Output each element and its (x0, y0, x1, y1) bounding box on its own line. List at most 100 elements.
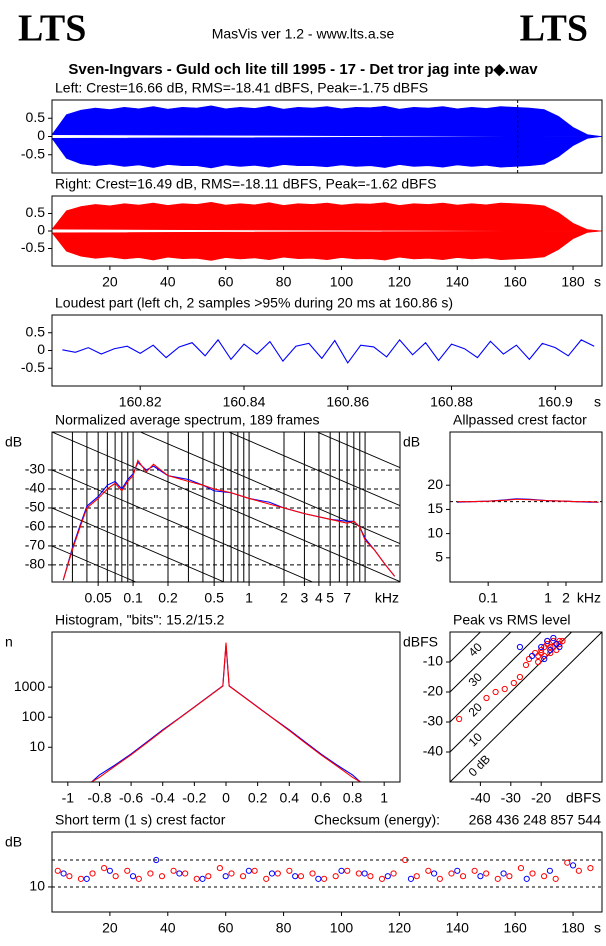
file-title: Sven-Ingvars - Guld och lite till 1995 -… (68, 61, 538, 78)
data-point (402, 856, 409, 864)
x-tick-label: 0.2 (248, 790, 268, 806)
data-point (361, 870, 368, 877)
data-point (538, 643, 545, 651)
data-point (471, 867, 478, 874)
data-point (569, 862, 577, 869)
x-tick-label: 160.86 (326, 394, 369, 410)
data-point (483, 694, 490, 702)
data-point (106, 867, 113, 874)
data-point (510, 679, 517, 687)
x-tick-label: 140 (446, 274, 470, 290)
data-point (193, 875, 200, 882)
x-axis-unit: s (594, 394, 601, 410)
y-tick-label: 100 (22, 708, 46, 724)
x-tick-label: 160.9 (538, 394, 573, 410)
data-point (407, 875, 415, 882)
y-tick-label: 10 (29, 738, 45, 754)
data-point (245, 867, 252, 874)
data-point (309, 870, 316, 877)
data-point (124, 867, 131, 874)
x-tick-label: 60 (218, 274, 234, 290)
x-tick-label: 160.84 (223, 394, 266, 410)
x-tick-label: 100 (330, 920, 354, 936)
y-tick-label: -70 (25, 537, 45, 553)
x-tick-label: 180 (561, 920, 585, 936)
x-tick-label: -0.2 (182, 790, 206, 806)
data-point (384, 873, 391, 880)
data-point (286, 867, 293, 874)
data-point (483, 870, 490, 877)
data-point (222, 873, 229, 880)
x-tick-label: 160.88 (430, 394, 473, 410)
x-tick-label: 20 (102, 920, 118, 936)
y-tick-label: -10 (423, 653, 443, 669)
data-point (517, 864, 525, 872)
y-tick-label: 0.5 (26, 204, 46, 220)
plot-layer (52, 432, 400, 582)
x-tick-label: 0.1 (123, 590, 143, 606)
x-tick-label: -1 (62, 790, 75, 806)
left-logo: LTS (18, 8, 86, 50)
data-point (297, 873, 305, 880)
x-axis-unit: s (594, 920, 601, 936)
chart-title: Left: Crest=16.66 dB, RMS=-18.41 dBFS, P… (55, 80, 428, 96)
slope-line (52, 545, 137, 582)
y-axis-label: dB (5, 834, 22, 850)
data-point (182, 870, 189, 877)
x-axis-unit: kHz (577, 590, 601, 606)
data-point (228, 870, 235, 877)
data-point (544, 637, 551, 645)
data-point (575, 867, 582, 874)
y-tick-label: -40 (25, 480, 45, 496)
data-point (315, 875, 322, 882)
x-tick-label: -0.8 (87, 790, 111, 806)
chart-title: Short term (1 s) crest factor (55, 812, 226, 828)
y-axis-label: n (5, 634, 13, 650)
plot-layer (52, 201, 602, 261)
data-point (176, 870, 183, 877)
data-point (528, 652, 536, 660)
data-point (459, 873, 467, 880)
data-point (332, 873, 339, 880)
data-point (547, 649, 554, 657)
plot-frame (51, 99, 603, 174)
data-point (448, 870, 455, 877)
data-point (436, 875, 443, 882)
data-point (153, 856, 160, 864)
chart-title: Peak vs RMS level (453, 612, 570, 628)
x-tick-label: -0.4 (151, 790, 175, 806)
x-tick-label: 140 (446, 920, 470, 936)
data-point (216, 864, 223, 872)
data-point (170, 867, 177, 874)
data-point (413, 873, 420, 880)
y-tick-label: 15 (427, 500, 443, 516)
x-tick-label: 60 (218, 920, 234, 936)
data-point (367, 873, 374, 880)
data-point (344, 867, 351, 874)
chart-title: Normalized average spectrum, 189 frames (55, 412, 320, 428)
x-tick-label: 1 (544, 590, 552, 606)
x-tick-label: 0.6 (311, 790, 331, 806)
plot-frame (51, 431, 401, 583)
x-tick-label: 160.82 (119, 394, 162, 410)
x-tick-label: 4 (315, 590, 323, 606)
x-tick-label: 1 (380, 790, 388, 806)
x-tick-label: 0.05 (85, 590, 112, 606)
data-point (494, 875, 501, 882)
data-point (541, 655, 548, 663)
x-axis-unit: kHz (375, 590, 399, 606)
y-tick-label: -0.5 (21, 359, 45, 375)
x-tick-label: 20 (102, 274, 118, 290)
plot-frame (449, 631, 603, 783)
right-logo: LTS (520, 8, 588, 50)
x-axis-unit: dBFS (566, 790, 601, 806)
x-tick-label: -40 (470, 790, 490, 806)
y-tick-label: 10 (427, 524, 443, 540)
x-tick-label: 7 (343, 590, 351, 606)
x-tick-label: 80 (276, 920, 292, 936)
data-point (338, 867, 345, 874)
plot-layer (52, 856, 602, 888)
